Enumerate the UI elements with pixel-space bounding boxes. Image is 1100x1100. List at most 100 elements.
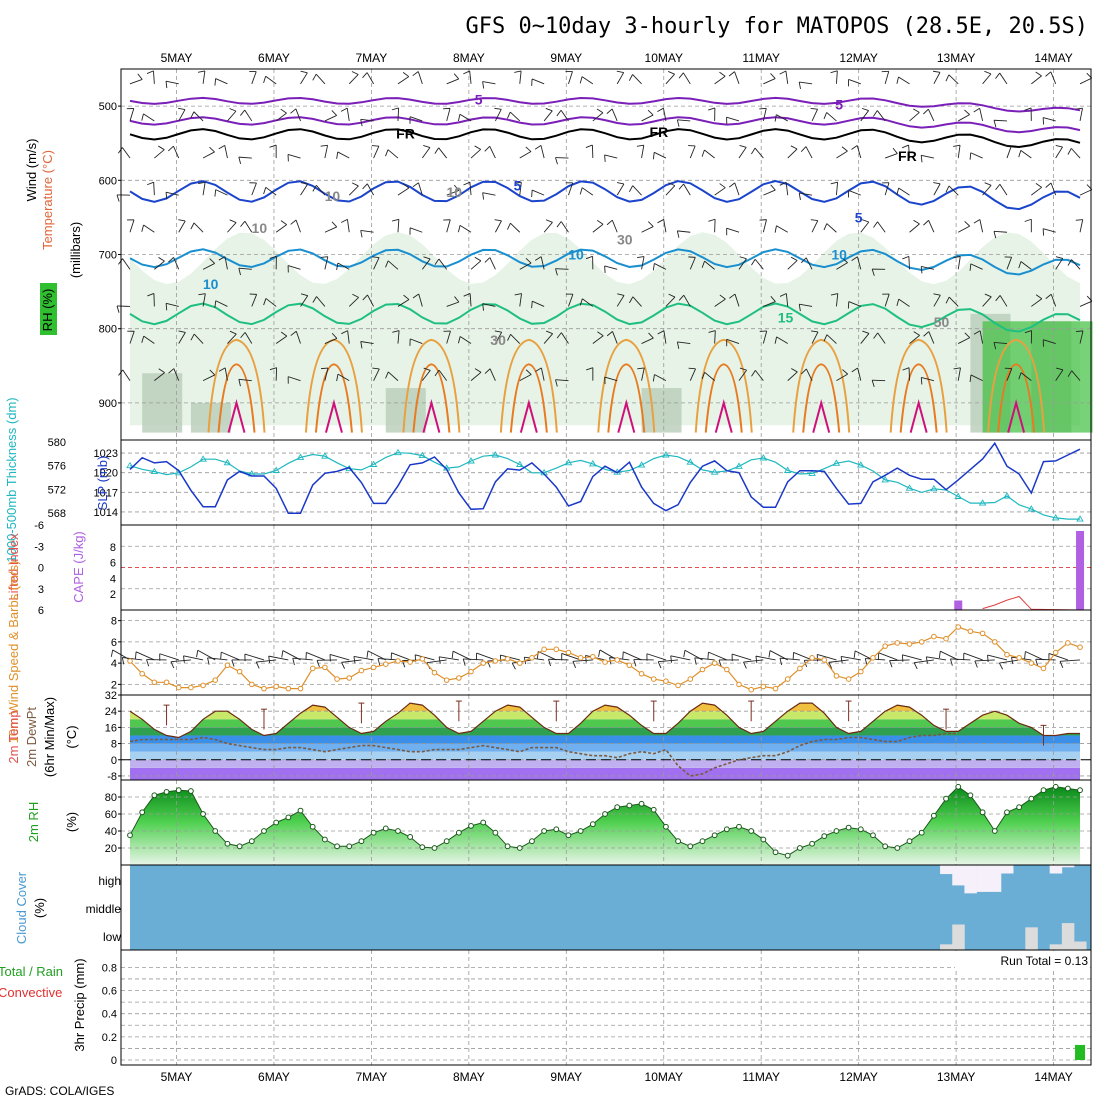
date-label-top: 13MAY bbox=[937, 51, 975, 65]
wind-speed-point bbox=[711, 660, 718, 666]
wind10m-barb bbox=[755, 655, 776, 661]
thickness-point bbox=[589, 460, 597, 467]
wind10m-barb-flag bbox=[255, 661, 260, 669]
wind10m-barb-flag bbox=[366, 650, 369, 658]
upper-wind-barb bbox=[519, 151, 532, 159]
wind-speed-point bbox=[809, 655, 815, 661]
upper-wind-barb-flag bbox=[791, 368, 798, 373]
wind10m-barb bbox=[841, 656, 861, 661]
upper-wind-barb bbox=[397, 299, 410, 307]
upper-wind-barb-flag bbox=[525, 146, 532, 152]
upper-wind-barb bbox=[224, 367, 228, 381]
upper-wind-barb-flag bbox=[168, 368, 175, 374]
upper-wind-barb bbox=[446, 330, 451, 344]
wind10m-barb-flag bbox=[1024, 651, 1026, 659]
wind10m-barb-flag bbox=[462, 658, 466, 666]
upper-wind-barb-flag bbox=[290, 330, 297, 336]
precip-ylabel-total: Total / Rain bbox=[0, 964, 63, 979]
wind-speed-point bbox=[870, 655, 876, 661]
upper-wind-barb bbox=[1079, 300, 1093, 307]
date-label-bottom: 8MAY bbox=[453, 1070, 485, 1084]
upper-wind-barb-flag bbox=[434, 258, 440, 266]
contour-label: 10 bbox=[203, 276, 219, 292]
cloud-level-label: middle bbox=[86, 902, 122, 916]
upper-wind-barb-flag bbox=[457, 225, 461, 233]
upper-wind-barb-flag bbox=[579, 187, 583, 195]
wind10m-barb-flag bbox=[377, 658, 381, 666]
wind10m-barb-flag bbox=[974, 660, 978, 668]
upper-wind-barb-flag bbox=[474, 145, 481, 150]
cloud-ylabel-2: (%) bbox=[32, 898, 47, 918]
upper-wind-barb bbox=[397, 107, 400, 121]
upper-wind-barb bbox=[568, 182, 574, 196]
upper-wind-barb-flag bbox=[851, 367, 858, 373]
wind10m-barb-flag bbox=[670, 655, 673, 663]
upper-wind-barb-flag bbox=[585, 144, 593, 148]
rh2m-panel: 80 60 40 20 2m RH (%) bbox=[26, 779, 1092, 866]
upper-wind-barb bbox=[543, 333, 553, 344]
upper-wind-barb bbox=[948, 185, 959, 196]
temp-band bbox=[130, 743, 1080, 752]
upper-wind-barb-flag bbox=[676, 341, 680, 349]
upper-wind-barb-flag bbox=[218, 256, 226, 261]
upper-wind-barb-flag bbox=[141, 113, 144, 121]
cloud-background bbox=[130, 865, 1091, 950]
upper-wind-barb bbox=[1031, 75, 1042, 85]
upper-wind-barb-flag bbox=[1018, 150, 1022, 158]
upper-wind-barb bbox=[360, 341, 374, 344]
upper-wind-barb-flag bbox=[403, 183, 410, 189]
date-label-bottom: 11MAY bbox=[742, 1070, 780, 1084]
upper-wind-barb bbox=[543, 221, 553, 233]
upper-wind-barb-flag bbox=[280, 220, 287, 225]
upper-wind-barb bbox=[470, 149, 482, 159]
upper-wind-barb bbox=[568, 294, 574, 307]
upper-wind-barb bbox=[129, 219, 135, 233]
wind-speed-point bbox=[906, 641, 913, 647]
rh-point bbox=[175, 787, 182, 794]
upper-wind-barb bbox=[397, 330, 400, 344]
upper-wind-barb bbox=[826, 223, 837, 233]
wind10m-barb bbox=[670, 655, 691, 661]
li-ytick: 0 bbox=[38, 563, 44, 575]
upper-wind-barb bbox=[346, 108, 350, 122]
date-label-top: 8MAY bbox=[453, 51, 485, 65]
upper-wind-barb bbox=[714, 330, 716, 344]
wind10m-barb-flag bbox=[683, 650, 686, 658]
upper-wind-barb-flag bbox=[708, 218, 716, 222]
wind-ytick: 2 bbox=[111, 679, 117, 691]
upper-wind-barb bbox=[787, 260, 798, 270]
thickness-point bbox=[686, 458, 695, 465]
upper-wind-barb bbox=[560, 110, 569, 122]
wind-ytick: 8 bbox=[111, 616, 117, 628]
rh-point bbox=[188, 788, 194, 794]
upper-wind-barb-flag bbox=[920, 155, 923, 163]
upper-wind-barb bbox=[805, 257, 813, 270]
rh-point bbox=[382, 825, 389, 832]
upper-wind-barb-flag bbox=[800, 257, 807, 264]
wind-speed-point bbox=[334, 676, 340, 682]
wind10m-barb bbox=[963, 652, 983, 661]
upper-wind-barb bbox=[993, 230, 1007, 233]
upper-wind-barb bbox=[1050, 71, 1057, 85]
upper-wind-barb-flag bbox=[269, 144, 277, 148]
thickness-slp-panel: 1023 1020 1017 1014 580 576 572 568 1000-500mb T… bbox=[4, 397, 1092, 563]
upper-wind-barb bbox=[417, 71, 423, 84]
precip-ylabel: 3hr Precip (mm) bbox=[72, 958, 87, 1051]
upper-wind-barb bbox=[337, 262, 350, 270]
upper-wind-barb bbox=[489, 368, 496, 381]
upper-wind-barb-flag bbox=[719, 294, 726, 300]
wind-speed-point bbox=[163, 679, 170, 686]
upper-wind-barb-flag bbox=[340, 218, 348, 223]
upper-wind-barb-flag bbox=[312, 185, 317, 192]
upper-wind-barb bbox=[397, 187, 410, 196]
thickness-point bbox=[223, 458, 232, 466]
wind-speed-point bbox=[1077, 644, 1083, 650]
upper-wind-barb-flag bbox=[535, 367, 542, 372]
upper-wind-barb bbox=[409, 227, 423, 233]
top-date-axis: 5MAY 6MAY 7MAY 8MAY 9MAY 10MAY 11MAY 12MAY 13MAY… bbox=[161, 51, 1073, 65]
temp-band bbox=[130, 711, 1080, 720]
rh-point bbox=[845, 824, 852, 831]
upper-wind-barb bbox=[811, 220, 819, 233]
wind-speed-point bbox=[395, 658, 401, 664]
upper-wind-barb bbox=[662, 108, 667, 122]
